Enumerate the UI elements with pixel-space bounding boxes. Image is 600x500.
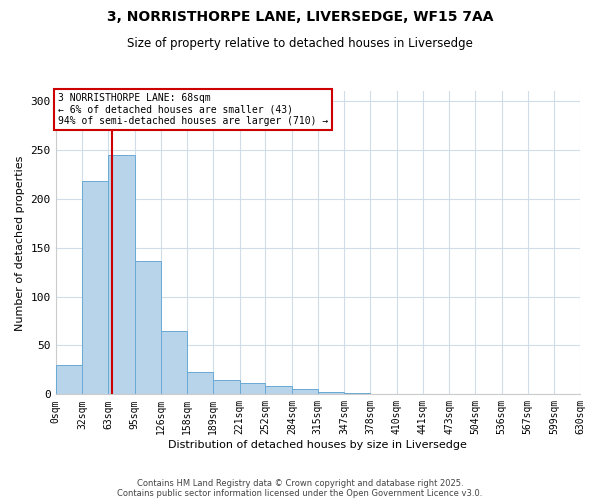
Text: 3, NORRISTHORPE LANE, LIVERSEDGE, WF15 7AA: 3, NORRISTHORPE LANE, LIVERSEDGE, WF15 7… — [107, 10, 493, 24]
Bar — [213, 380, 239, 394]
Bar — [135, 262, 161, 394]
X-axis label: Distribution of detached houses by size in Liversedge: Distribution of detached houses by size … — [169, 440, 467, 450]
Text: Contains public sector information licensed under the Open Government Licence v3: Contains public sector information licen… — [118, 488, 482, 498]
Bar — [318, 392, 344, 394]
Text: Size of property relative to detached houses in Liversedge: Size of property relative to detached ho… — [127, 38, 473, 51]
Bar — [239, 382, 265, 394]
Bar — [292, 390, 318, 394]
Bar — [187, 372, 213, 394]
Text: Contains HM Land Registry data © Crown copyright and database right 2025.: Contains HM Land Registry data © Crown c… — [137, 478, 463, 488]
Y-axis label: Number of detached properties: Number of detached properties — [15, 155, 25, 330]
Text: 3 NORRISTHORPE LANE: 68sqm
← 6% of detached houses are smaller (43)
94% of semi-: 3 NORRISTHORPE LANE: 68sqm ← 6% of detac… — [58, 93, 329, 126]
Bar — [161, 331, 187, 394]
Bar — [82, 182, 108, 394]
Bar — [56, 365, 82, 394]
Bar — [108, 155, 135, 394]
Bar — [265, 386, 292, 394]
